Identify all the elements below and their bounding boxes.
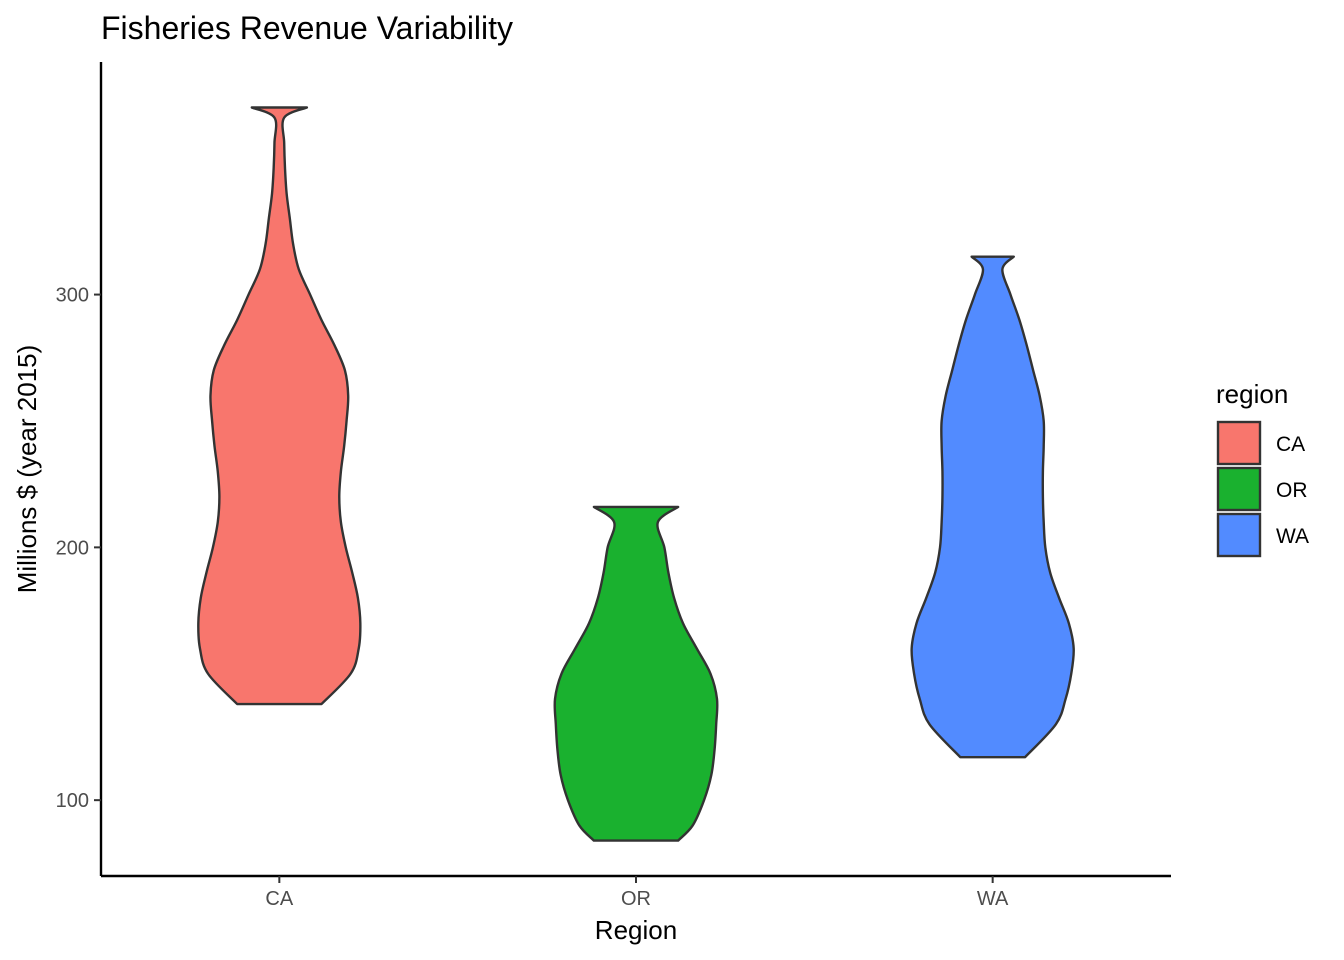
violin-or <box>553 505 719 842</box>
legend-label-wa: WA <box>1276 525 1309 548</box>
y-axis-title: Millions $ (year 2015) <box>12 345 42 594</box>
legend-key-or <box>1216 466 1262 512</box>
violin-ca <box>197 106 362 706</box>
legend-items: CA OR WA <box>1216 420 1309 558</box>
violin-layer <box>197 106 1075 842</box>
violin-wa <box>910 255 1075 759</box>
chart-title: Fisheries Revenue Variability <box>101 10 513 46</box>
x-axis-ticks: CA OR WA <box>265 876 1009 910</box>
legend-key-wa <box>1216 512 1262 558</box>
y-tick-label: 200 <box>56 537 89 559</box>
x-tick-label: CA <box>265 888 293 910</box>
y-tick-label: 100 <box>56 790 89 812</box>
x-tick-label: OR <box>621 888 651 910</box>
y-tick-label: 300 <box>56 285 89 307</box>
legend: region CA OR WA <box>1216 379 1309 558</box>
legend-label-ca: CA <box>1276 433 1305 456</box>
x-tick-label: WA <box>977 888 1009 910</box>
plot-area: 100 200 300 CA OR WA <box>56 62 1171 910</box>
legend-label-or: OR <box>1276 479 1308 502</box>
x-axis-title: Region <box>595 915 677 945</box>
y-axis-ticks: 100 200 300 <box>56 285 101 812</box>
legend-title: region <box>1216 379 1288 409</box>
legend-key-ca <box>1216 420 1262 466</box>
